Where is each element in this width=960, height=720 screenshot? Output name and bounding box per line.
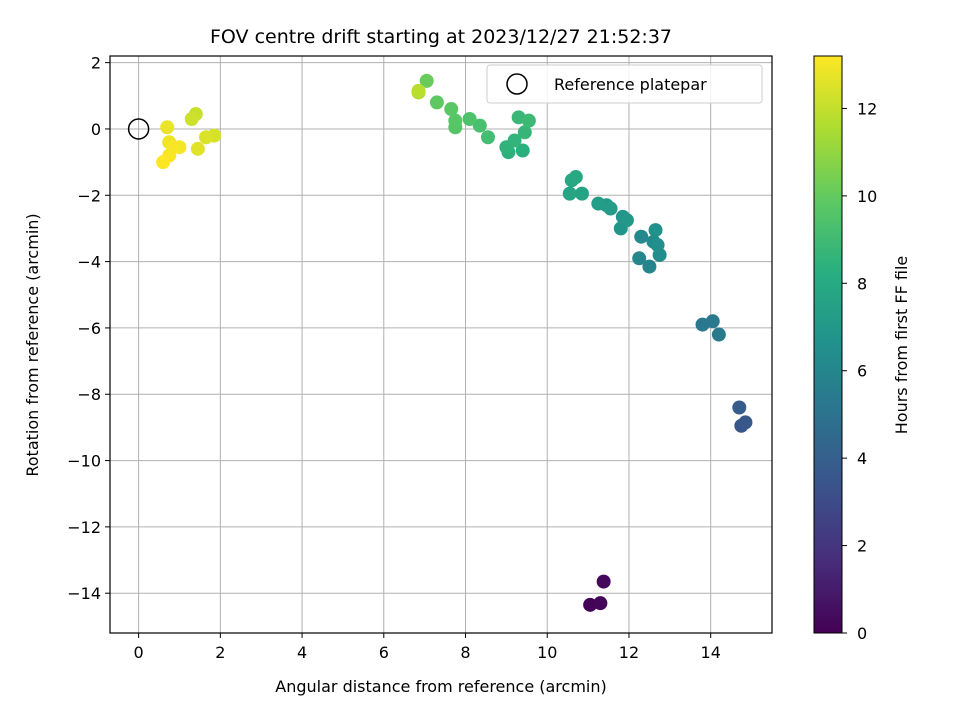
chart-title: FOV centre drift starting at 2023/12/27 … [210,26,672,48]
colorbar-tick-label: 6 [857,362,867,381]
plot-frame [109,55,773,634]
y-axis-title: Rotation from reference (arcmin) [23,213,42,476]
data-point [603,201,618,216]
data-point [732,400,747,415]
data-point [521,113,536,128]
data-point [591,196,606,211]
data-point [160,120,175,135]
x-tick-label: 2 [215,643,225,662]
x-tick-label: 14 [701,643,721,662]
data-point [429,95,444,110]
data-point [650,238,665,253]
legend: Reference platepar [486,64,763,104]
data-point [619,213,634,228]
y-tick-label: −6 [77,319,101,338]
colorbar-gradient [813,55,843,634]
legend-label: Reference platepar [554,75,707,94]
x-axis-title: Angular distance from reference (arcmin) [275,677,606,696]
x-tick-label: 6 [379,643,389,662]
data-point [507,133,522,148]
colorbar-tick-label: 0 [857,624,867,643]
data-point [711,327,726,342]
data-point [596,574,611,589]
data-point [199,130,214,145]
colorbar-ticks: 0 2 4 6 8 10 12 [842,99,877,643]
y-tick-label: −4 [77,253,101,272]
data-point [634,229,649,244]
data-point [419,73,434,88]
colorbar-tick-label: 12 [857,99,877,118]
data-point [444,102,459,117]
x-tick-label: 8 [460,643,470,662]
colorbar-tick-label: 4 [857,449,867,468]
data-point [472,118,487,133]
data-point [574,186,589,201]
data-point [568,170,583,185]
x-tick-label: 12 [619,643,639,662]
data-point [738,415,753,430]
y-tick-label: 0 [91,120,101,139]
y-tick-label: −12 [67,518,101,537]
data-point [184,112,199,127]
data-points [127,73,753,612]
y-tick-label: −2 [77,186,101,205]
y-tick-label: −14 [67,584,101,603]
colorbar: 0 2 4 6 8 10 12 Hours from first FF file [813,55,911,643]
data-point [517,125,532,140]
x-tick-label: 4 [297,643,307,662]
data-point [562,186,577,201]
data-point [705,314,720,329]
y-axis-ticks: 2 0 −2 −4 −6 −8 −10 −12 −14 [67,54,110,603]
legend-marker-open-circle [506,73,528,95]
data-point [642,259,657,274]
grid [110,56,772,633]
data-point [462,112,477,127]
data-point [411,83,426,98]
data-point [190,141,205,156]
data-point [593,596,608,611]
data-point [648,223,663,238]
y-tick-label: 2 [91,54,101,73]
x-tick-label: 10 [537,643,557,662]
data-point [515,143,530,158]
colorbar-tick-label: 8 [857,274,867,293]
x-tick-label: 0 [134,643,144,662]
y-tick-label: −8 [77,385,101,404]
legend-box [486,64,763,104]
data-point [632,251,647,266]
data-point [156,155,171,170]
colorbar-tick-label: 10 [857,187,877,206]
colorbar-title: Hours from first FF file [892,256,911,435]
reference-marker [127,118,150,140]
y-tick-label: −10 [67,452,101,471]
x-axis-ticks: 0 2 4 6 8 10 12 14 [134,633,721,662]
data-point [448,113,463,128]
colorbar-tick-label: 2 [857,537,867,556]
data-point [480,130,495,145]
